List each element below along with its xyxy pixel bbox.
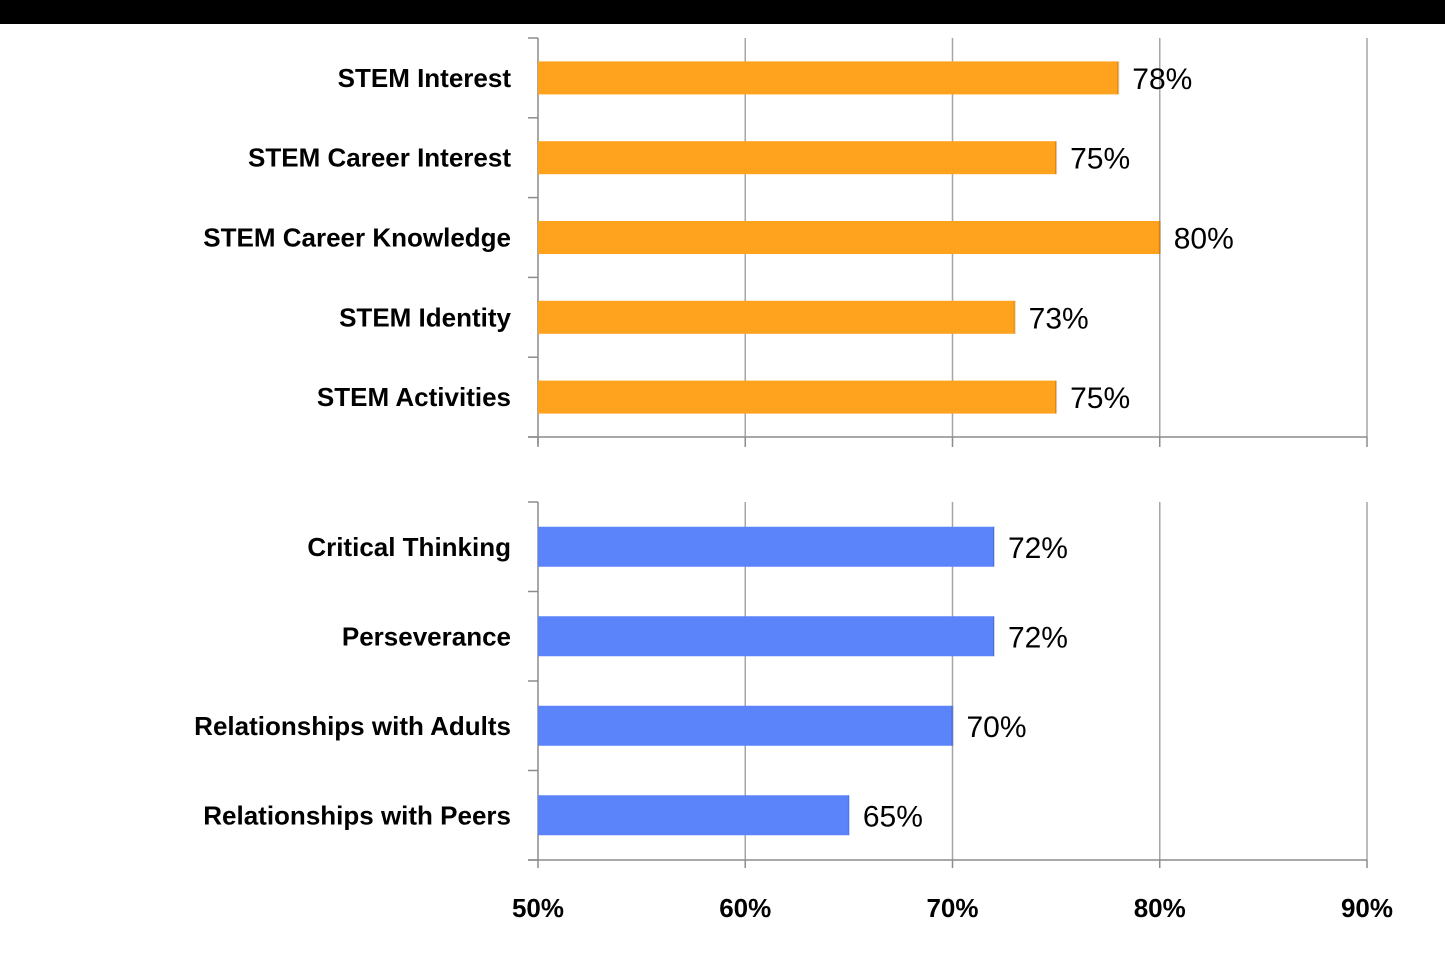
value-label-1-3: 80% (1174, 223, 1234, 256)
category-label-2-1: Critical Thinking (307, 532, 511, 562)
category-label-2-2: Perseverance (342, 621, 511, 651)
bar-1-2 (538, 141, 1057, 175)
bar-2-1 (538, 526, 994, 567)
x-tick-label-80: 80% (1134, 893, 1186, 923)
bar-1-3 (538, 221, 1160, 254)
category-label-1-1: STEM Interest (338, 63, 512, 93)
x-tick-label-70: 70% (926, 893, 978, 923)
x-tick-label-60: 60% (719, 893, 771, 923)
category-label-1-4: STEM Identity (339, 302, 511, 332)
category-label-1-2: STEM Career Interest (248, 143, 511, 173)
bar-1-4 (538, 300, 1015, 334)
bar-2-3 (538, 705, 953, 746)
value-label-2-1: 72% (1008, 532, 1068, 565)
category-label-1-3: STEM Career Knowledge (203, 223, 511, 253)
category-label-2-4: Relationships with Peers (203, 800, 511, 830)
value-label-2-2: 72% (1008, 621, 1068, 654)
category-label-1-5: STEM Activities (317, 382, 511, 412)
value-label-1-2: 75% (1070, 143, 1130, 176)
top-black-bar (0, 0, 1445, 24)
value-label-2-3: 70% (967, 711, 1027, 744)
bar-2-4 (538, 795, 849, 836)
value-label-2-4: 65% (863, 800, 923, 833)
bar-2-2 (538, 616, 994, 657)
x-tick-label-90: 90% (1341, 893, 1393, 923)
x-tick-label-50: 50% (512, 893, 564, 923)
bar-1-5 (538, 380, 1057, 414)
bar-1-1 (538, 61, 1119, 95)
value-label-1-1: 78% (1132, 63, 1192, 96)
value-label-1-4: 73% (1029, 302, 1089, 335)
value-label-1-5: 75% (1070, 382, 1130, 415)
category-label-2-3: Relationships with Adults (194, 711, 511, 741)
